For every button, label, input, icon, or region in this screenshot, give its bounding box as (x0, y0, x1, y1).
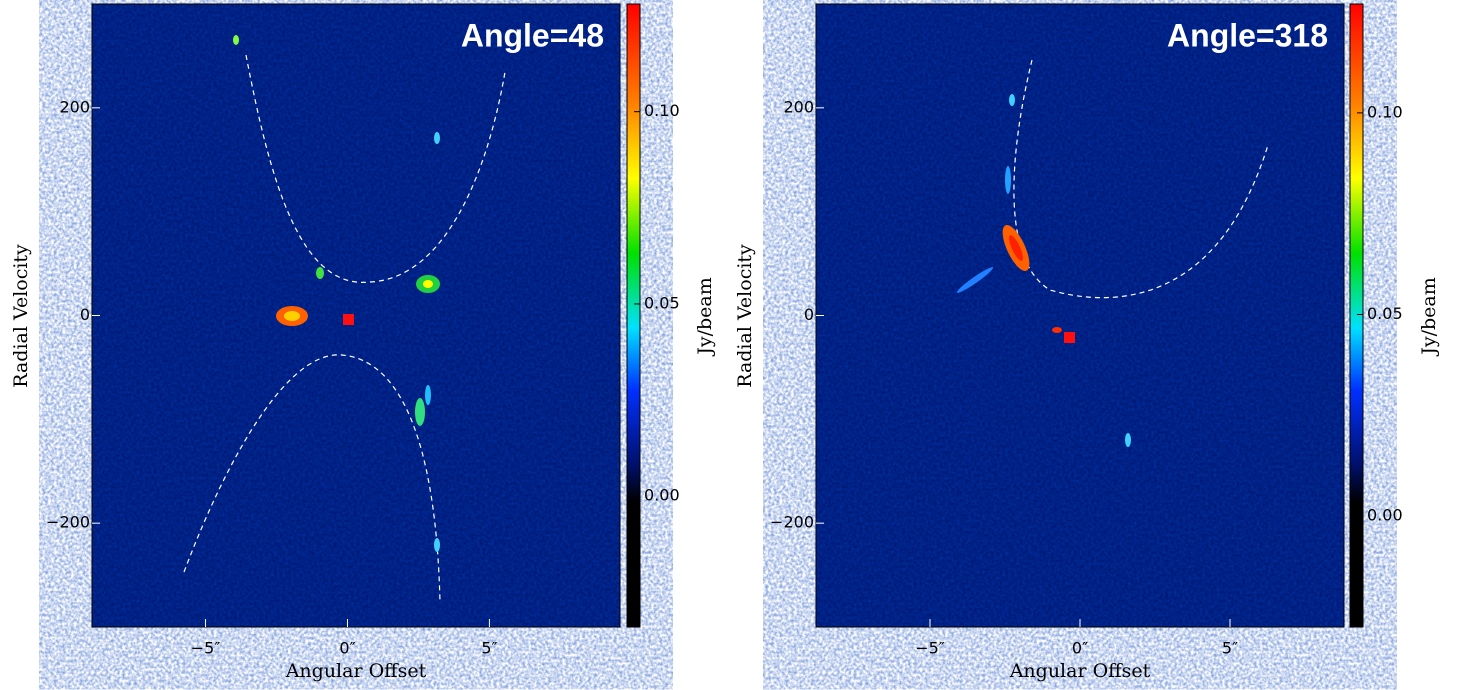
y-tick-label: 0 (80, 305, 90, 324)
x-axis-label: Angular Offset (1009, 660, 1151, 682)
y-tick-label: −200 (770, 513, 814, 532)
x-tick-label: −5″ (191, 639, 221, 658)
x-tick-label: 5″ (481, 639, 497, 658)
y-tick-label: −200 (46, 513, 90, 532)
x-tick-label: 0″ (339, 639, 355, 658)
colorbar-tick-label: 0.00 (1367, 506, 1403, 525)
y-tick-label: 0 (804, 305, 814, 324)
y-axis-label: Radial Velocity (734, 244, 756, 388)
colorbar-tick-label: 0.10 (644, 101, 680, 120)
colorbar-tick-label: 0.05 (644, 293, 680, 312)
x-axis-label: Angular Offset (285, 660, 427, 682)
colorbar-label: Jy/beam (1418, 277, 1440, 357)
colorbar-tick-label: 0.05 (1367, 304, 1403, 323)
chart-title: Angle=318 (1167, 17, 1328, 53)
x-tick-label: 5″ (1222, 639, 1238, 658)
colorbar-label: Jy/beam (694, 277, 716, 357)
colorbar-tick-label: 0.00 (644, 486, 680, 505)
y-tick-label: 200 (783, 97, 814, 116)
panel-right-image (816, 4, 1344, 627)
x-tick-label: −5″ (915, 639, 945, 658)
x-tick-label: 0″ (1072, 639, 1088, 658)
colorbar-tick-label: 0.10 (1367, 102, 1403, 121)
y-tick-label: 200 (59, 97, 90, 116)
colorbars (626, 3, 1364, 628)
chart-title: Angle=48 (461, 17, 604, 53)
panel-left-image (92, 4, 620, 627)
y-axis-label: Radial Velocity (10, 244, 32, 388)
